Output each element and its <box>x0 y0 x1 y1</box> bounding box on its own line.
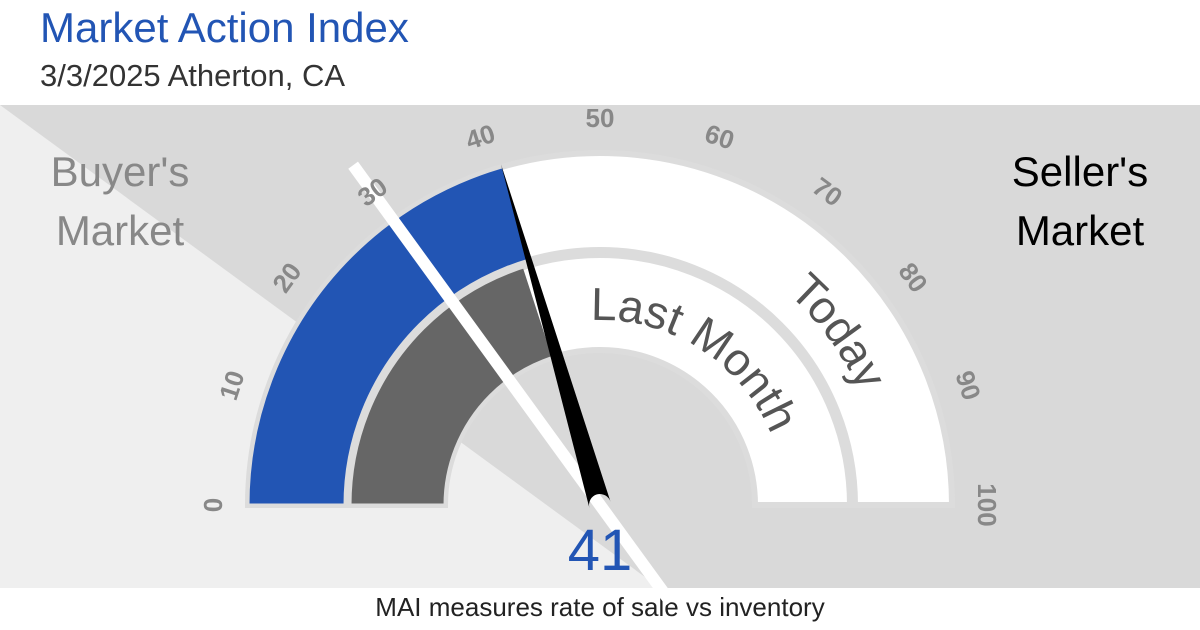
note: MAI measures rate of sale vs inventory <box>375 592 824 622</box>
gauge-bar <box>248 166 529 505</box>
chart-title: Market Action Index <box>40 4 409 51</box>
gauge-bar <box>350 267 553 505</box>
seller-label: Seller's <box>1012 148 1148 195</box>
gauge-track-edge <box>246 151 954 507</box>
tick-label: 100 <box>972 483 1002 526</box>
tick-label: 50 <box>586 103 615 133</box>
tick-label: 0 <box>198 498 228 512</box>
buyer-label: Market <box>56 207 185 254</box>
value-label: 41 <box>568 518 633 583</box>
buyer-label: Buyer's <box>51 148 190 195</box>
needle <box>500 164 611 509</box>
chart-subtitle: 3/3/2025 Atherton, CA <box>40 58 345 93</box>
threshold-line <box>348 161 676 606</box>
seller-label: Market <box>1016 207 1145 254</box>
